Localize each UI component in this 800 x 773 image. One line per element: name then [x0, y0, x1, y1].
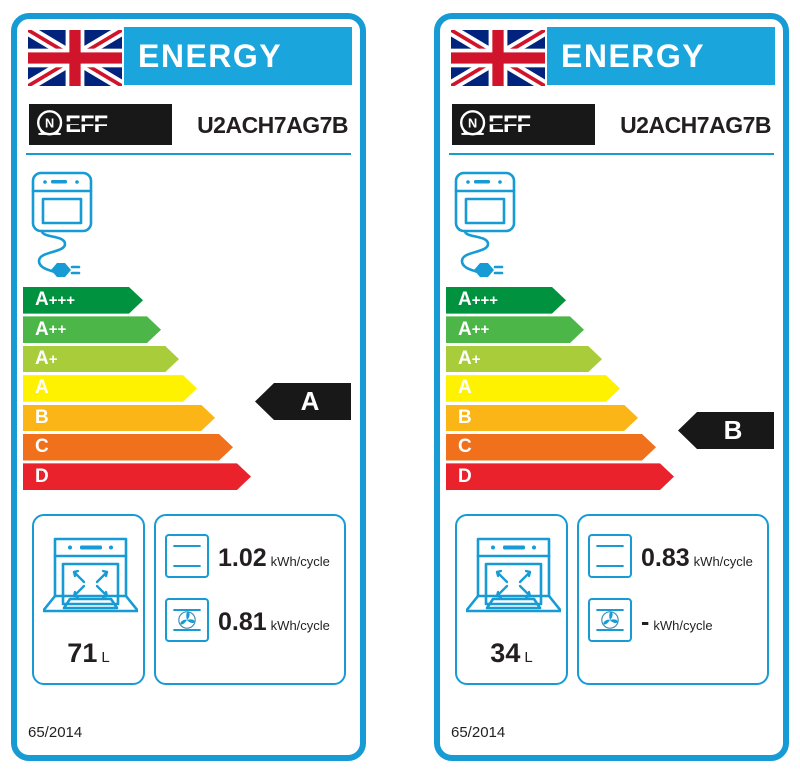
svg-text:EFF: EFF — [488, 111, 531, 137]
svg-text:EFF: EFF — [65, 111, 108, 137]
svg-text:N: N — [468, 115, 477, 130]
svg-text:N: N — [45, 115, 54, 130]
